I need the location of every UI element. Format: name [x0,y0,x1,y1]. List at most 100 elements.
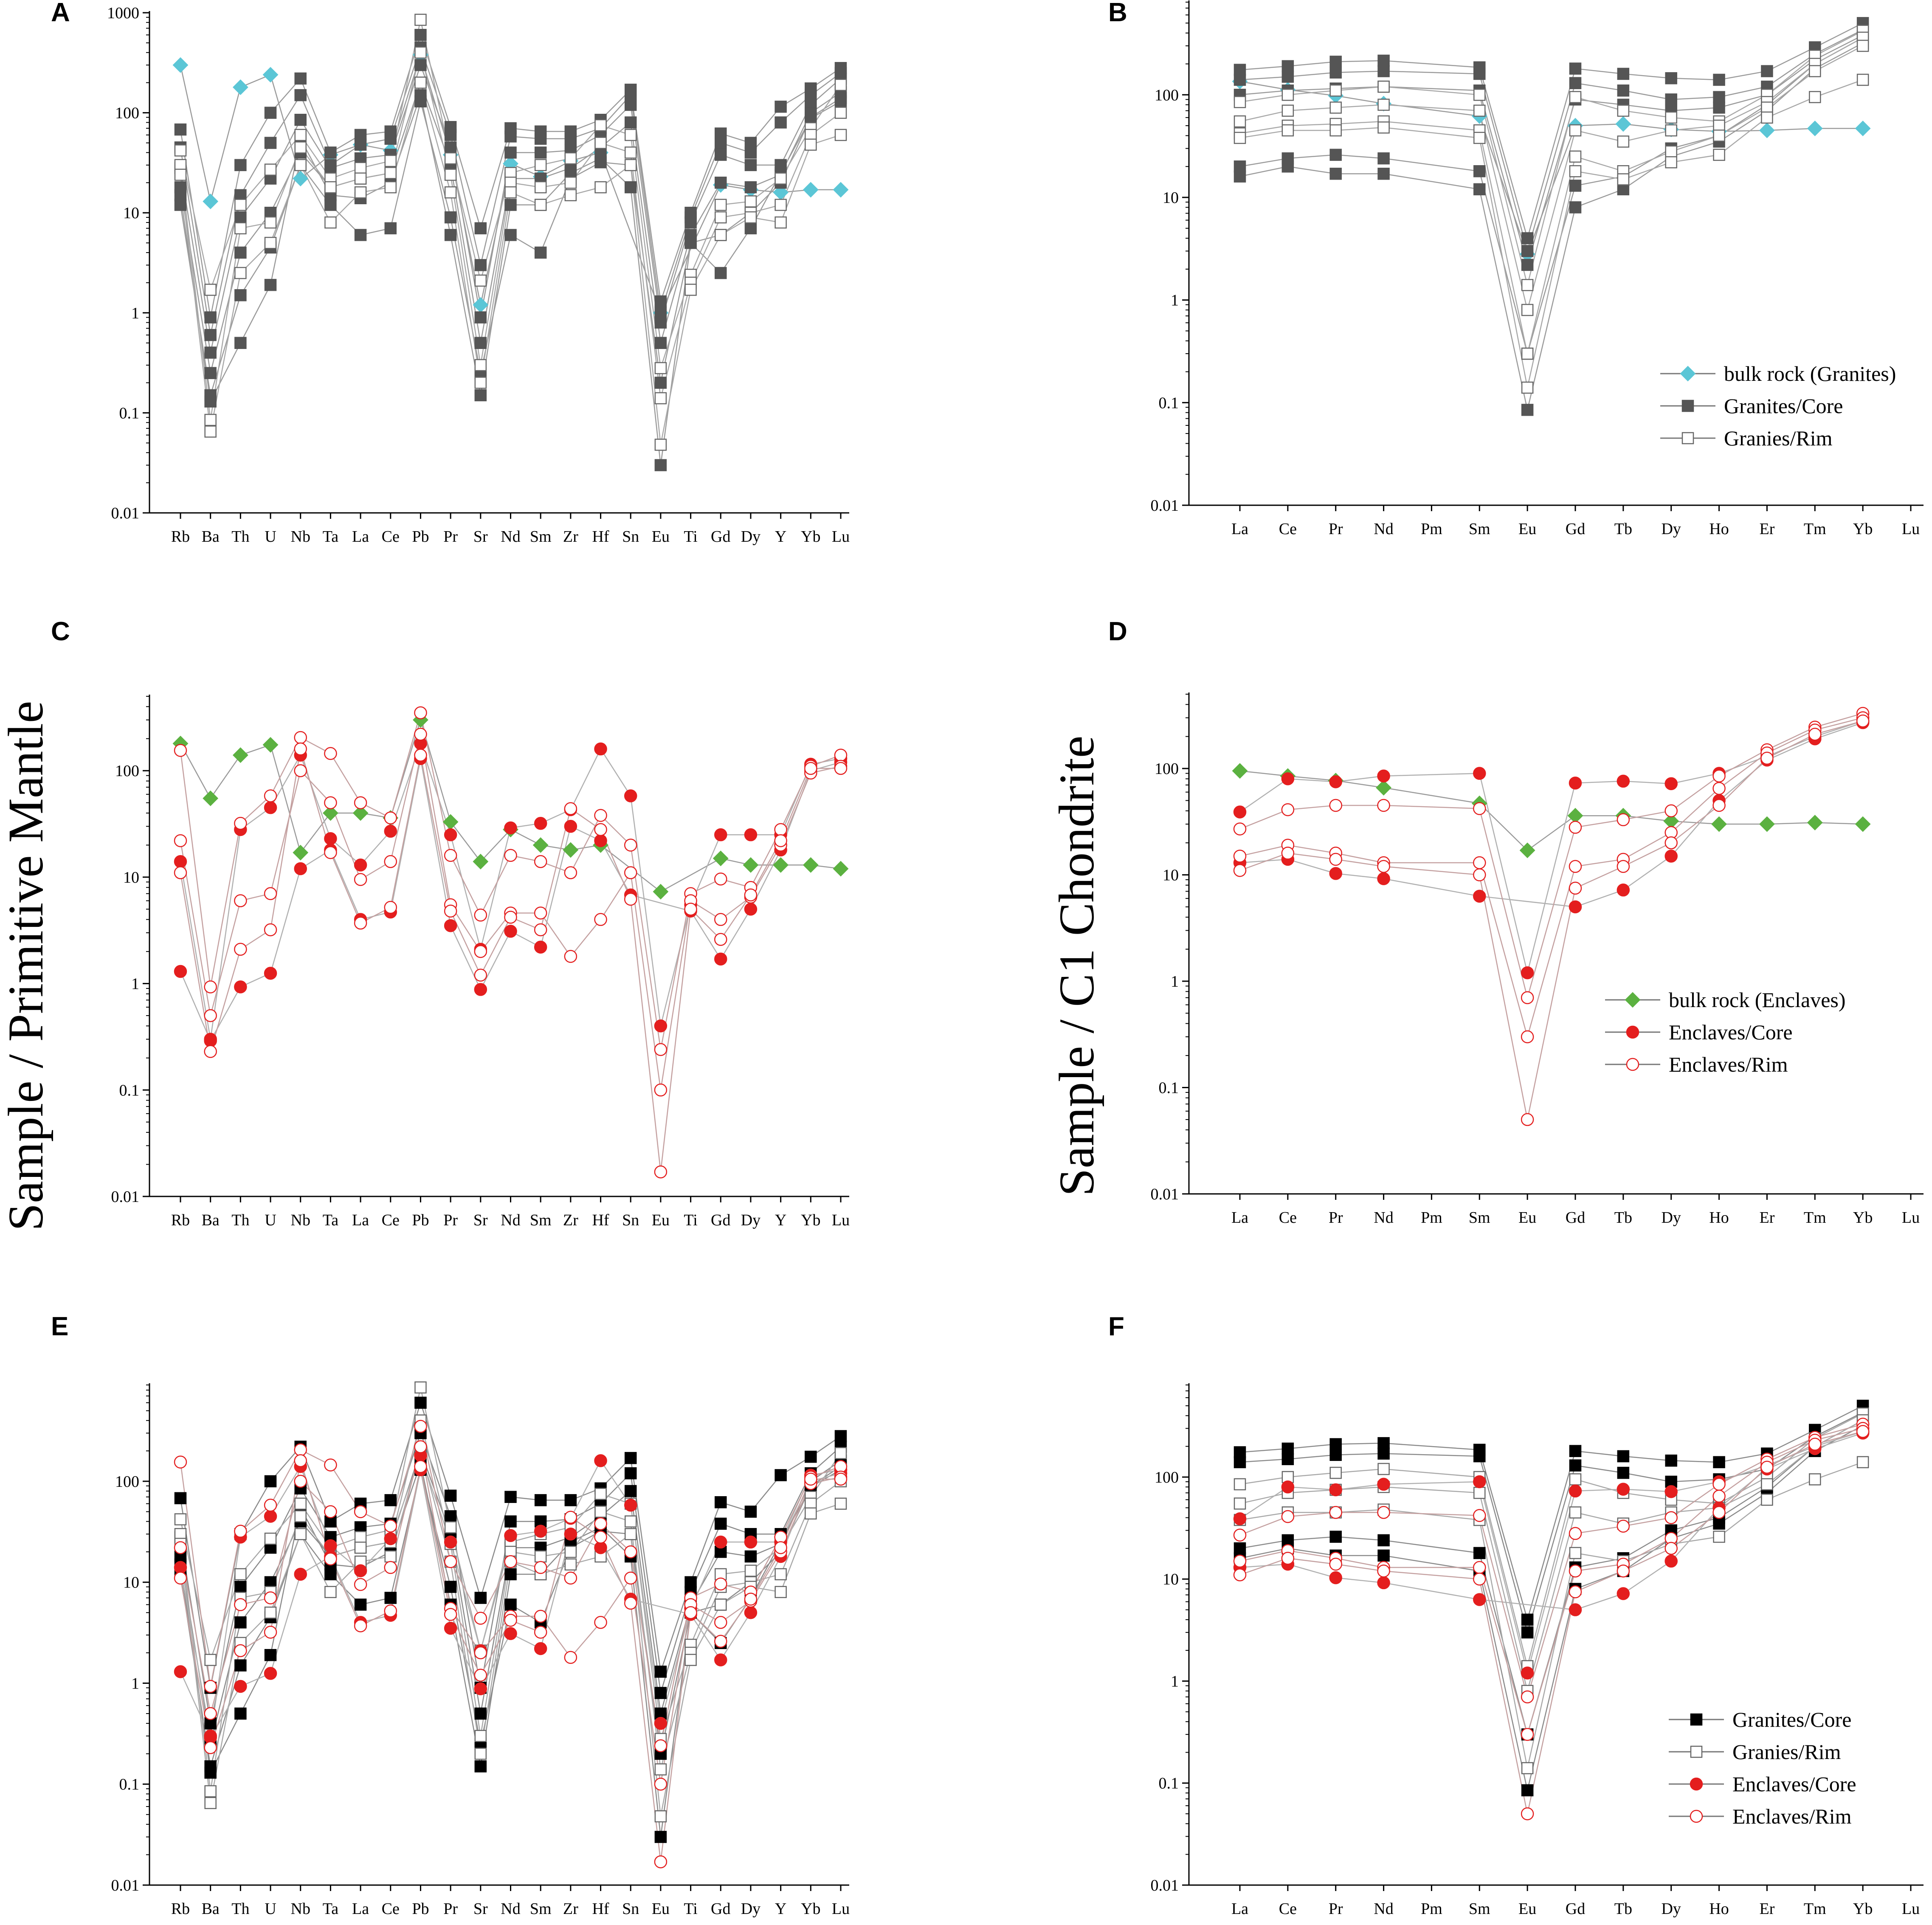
data-point [774,116,787,129]
data-point [1234,96,1246,108]
data-point [1329,101,1342,114]
data-point [714,1577,727,1591]
data-point [834,79,847,91]
data-point [564,1651,577,1664]
data-point [414,1381,427,1394]
data-point [504,1555,517,1568]
data-point [444,849,457,862]
series-granite_rim [1234,1407,1869,1672]
data-point [1281,1480,1295,1494]
x-tick-label: Pb [412,1900,429,1918]
data-point [624,1515,637,1528]
data-point [1377,1506,1390,1519]
data-point [594,152,607,165]
data-point [834,1472,848,1486]
data-point [354,138,367,151]
data-point [1617,1466,1630,1479]
data-point [474,945,487,958]
y-tick-label: 1 [131,975,139,993]
data-point [1473,802,1486,815]
x-tick-label: Lu [832,1900,850,1918]
data-point [1281,124,1294,137]
data-point [624,789,637,802]
data-point [534,199,547,211]
data-point [1665,145,1677,158]
y-tick-label: 0.1 [119,1081,140,1099]
data-point [684,1606,697,1619]
x-tick-label: Hf [592,1211,609,1229]
x-tick-label: Er [1759,1900,1774,1918]
data-point [624,839,637,852]
data-point [1664,777,1678,791]
data-point [1665,124,1677,137]
data-point [1329,1531,1342,1543]
data-point [294,129,307,141]
data-point [294,731,307,744]
data-point [204,1741,217,1754]
x-tick-label: Eu [652,1211,670,1229]
data-point [1521,1762,1534,1774]
data-point [744,195,757,208]
x-tick-label: Pr [1329,520,1343,538]
data-point [654,1739,667,1753]
x-tick-label: Nd [501,528,520,546]
data-point [294,89,307,101]
data-point [444,828,457,841]
series-granite_core [1234,23,1869,257]
x-tick-label: Ce [382,1900,400,1918]
data-point [174,1571,187,1585]
data-point [504,229,517,241]
data-point [1234,132,1246,144]
data-point [264,1649,277,1661]
y-tick-label: 0.1 [1159,1079,1179,1097]
data-point [1761,1478,1773,1491]
data-point [1569,180,1582,192]
data-point [1712,1478,1726,1491]
data-point [1329,56,1342,68]
data-point [1329,1571,1342,1584]
series-granite_core_black [1234,1419,1869,1796]
data-point [1569,1506,1582,1519]
data-point [264,967,277,980]
data-point [444,129,457,141]
data-point [414,29,427,41]
data-point [1473,856,1486,870]
data-point [1281,70,1294,83]
data-point [444,919,457,932]
data-point [774,823,787,836]
data-point [1521,966,1534,979]
data-point [1760,751,1774,765]
data-point [174,1455,187,1469]
data-point [354,1542,367,1554]
y-tick-label: 1 [1171,292,1179,310]
series-line [1239,722,1863,908]
data-point [654,1810,667,1823]
x-tick-label: Gd [1566,1209,1585,1227]
x-tick-label: Y [775,528,786,546]
data-point [324,1586,337,1598]
data-point [1761,111,1773,124]
x-tick-label: Ce [1279,1209,1297,1227]
panel-A: A 0.01 0.1 1 10 100 1000 Rb Ba Th U Nb Ta La Ce Pb Pr Sr N… [51,0,850,546]
data-point [203,790,219,806]
data-point [1473,183,1486,196]
x-tick-label: Rb [171,1900,190,1918]
data-point [624,181,637,194]
data-point [1665,156,1677,169]
data-point [294,1443,307,1457]
data-point [204,1707,217,1720]
data-point [715,149,727,161]
data-point [234,1680,247,1693]
series-enclave_rim [1233,714,1870,1126]
x-tick-label: Ce [382,528,400,546]
x-tick-label: La [1231,520,1248,538]
x-tick-label: Pm [1421,1209,1442,1227]
data-point [1807,121,1823,136]
x-tick-label: Ce [1279,520,1297,538]
data-point [324,146,337,159]
data-point [1521,1728,1534,1741]
data-point [294,1454,307,1467]
data-point [803,857,819,873]
data-point [833,861,849,877]
data-point [1713,1456,1725,1469]
